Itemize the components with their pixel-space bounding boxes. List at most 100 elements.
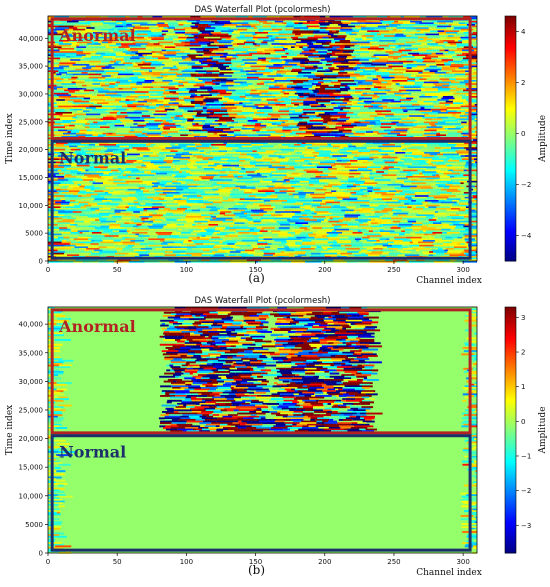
heatmap-cell (174, 108, 184, 111)
heatmap-cell (194, 99, 204, 102)
heatmap-cell (456, 144, 471, 146)
heatmap-cell (331, 102, 336, 105)
heatmap-cell (282, 48, 288, 50)
heatmap-cell (140, 188, 155, 191)
heatmap-cell (252, 38, 258, 41)
heatmap-cell (280, 64, 297, 66)
heatmap-cell (332, 155, 347, 158)
heatmap-cell (234, 81, 244, 84)
heatmap-cell (218, 75, 232, 78)
heatmap-cell (148, 179, 163, 182)
heatmap-cell (87, 121, 94, 124)
heatmap-cell (117, 80, 129, 82)
heatmap-cell (390, 155, 405, 158)
heatmap-cell (120, 171, 124, 174)
heatmap-cell (387, 105, 392, 108)
heatmap-cell (91, 156, 104, 159)
heatmap-cell (456, 44, 473, 47)
heatmap-cell (238, 56, 252, 58)
heatmap-cell (175, 190, 189, 193)
heatmap-cell (154, 25, 159, 28)
heatmap-cell (142, 40, 160, 42)
heatmap-cell (151, 156, 166, 159)
heatmap-cell (368, 59, 376, 62)
heatmap-cell (130, 100, 138, 103)
heatmap-cell (357, 158, 374, 161)
heatmap-cell (340, 28, 353, 31)
heatmap-cell (375, 110, 392, 113)
heatmap-cell (331, 28, 341, 31)
heatmap-cell (159, 158, 164, 161)
heatmap-cell (161, 180, 173, 183)
heatmap-cell (468, 81, 477, 84)
heatmap-cell (235, 116, 247, 119)
heatmap-cell (412, 174, 424, 177)
heatmap-cell (268, 136, 281, 138)
heatmap-cell (56, 196, 69, 199)
heatmap-cell (123, 171, 131, 174)
heatmap-cell (451, 177, 469, 180)
heatmap-cell (169, 25, 174, 28)
heatmap-cell (271, 193, 277, 196)
heatmap-cell (189, 46, 203, 49)
heatmap-cell (145, 92, 158, 95)
heatmap-cell (306, 113, 319, 116)
heatmap-cell (455, 113, 464, 116)
heatmap-cell (194, 96, 204, 98)
heatmap-cell (368, 176, 384, 178)
heatmap-cell (229, 65, 237, 68)
heatmap-cell (136, 81, 152, 84)
heatmap-cell (281, 155, 290, 158)
heatmap-cell (319, 174, 328, 177)
heatmap-cell (147, 36, 154, 39)
heatmap-cell (350, 75, 365, 78)
heatmap-cell (125, 185, 138, 188)
heatmap-cell (321, 176, 337, 178)
heatmap-cell (268, 54, 286, 57)
heatmap-cell (124, 64, 133, 66)
heatmap-cell (284, 62, 289, 65)
heatmap-cell (438, 75, 456, 78)
heatmap-cell (374, 179, 391, 182)
heatmap-cell (338, 198, 343, 201)
heatmap-cell (73, 35, 86, 38)
heatmap-cell (344, 44, 355, 47)
heatmap-cell (443, 41, 448, 44)
heatmap-cell (457, 136, 462, 138)
heatmap-cell (326, 124, 342, 127)
heatmap-cell (339, 116, 351, 119)
heatmap-cell (88, 44, 105, 47)
heatmap-cell (381, 38, 393, 41)
heatmap-cell (302, 129, 319, 132)
heatmap-cell (268, 105, 273, 108)
heatmap-cell (52, 20, 67, 23)
heatmap-cell (299, 96, 304, 98)
heatmap-cell (152, 102, 169, 105)
heatmap-cell (460, 185, 467, 188)
heatmap-cell (337, 35, 347, 38)
heatmap-cell (306, 97, 322, 100)
heatmap-cell (215, 190, 231, 193)
heatmap-cell (348, 156, 354, 159)
heatmap-cell (155, 67, 163, 70)
heatmap-cell (325, 196, 337, 199)
heatmap-cell (288, 193, 293, 196)
heatmap-cell (223, 198, 228, 201)
heatmap-cell (440, 193, 450, 196)
heatmap-cell (56, 190, 69, 193)
heatmap-cell (212, 83, 216, 86)
heatmap-cell (406, 97, 414, 100)
heatmap-cell (449, 185, 461, 188)
heatmap-cell (248, 97, 262, 100)
heatmap-cell (186, 36, 195, 39)
heatmap-cell (404, 180, 415, 183)
heatmap-cell (172, 80, 183, 82)
heatmap-cell (330, 75, 345, 78)
heatmap-cell (142, 62, 152, 65)
heatmap-cell (176, 65, 192, 68)
heatmap-cell (440, 188, 458, 191)
heatmap-cell (304, 67, 319, 70)
heatmap-cell (165, 120, 173, 122)
heatmap-cell (299, 134, 315, 137)
heatmap-cell (113, 49, 128, 52)
